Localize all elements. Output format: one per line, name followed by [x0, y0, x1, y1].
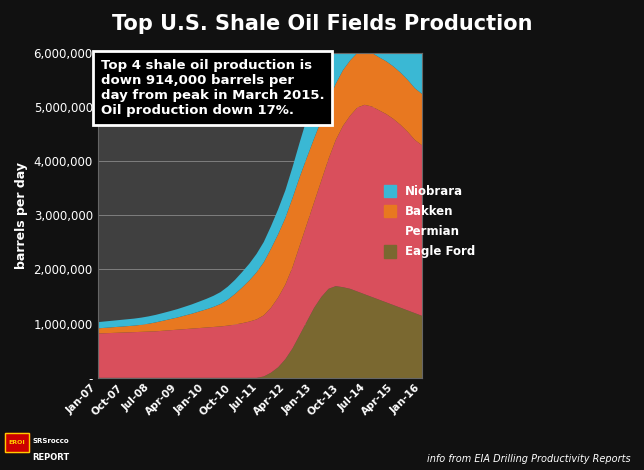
- Y-axis label: barrels per day: barrels per day: [15, 162, 28, 269]
- Legend: Niobrara, Bakken, Permian, Eagle Ford: Niobrara, Bakken, Permian, Eagle Ford: [381, 181, 479, 262]
- Text: SRSrocco: SRSrocco: [33, 438, 69, 444]
- Bar: [5, 433, 30, 452]
- Text: Top 4 shale oil production is
down 914,000 barrels per
day from peak in March 20: Top 4 shale oil production is down 914,0…: [101, 59, 325, 118]
- Text: info from EIA Drilling Productivity Reports: info from EIA Drilling Productivity Repo…: [428, 454, 631, 464]
- Bar: [5, 433, 30, 452]
- Text: EROI: EROI: [9, 440, 26, 445]
- Text: Top U.S. Shale Oil Fields Production: Top U.S. Shale Oil Fields Production: [112, 14, 532, 34]
- Text: REPORT: REPORT: [33, 453, 70, 462]
